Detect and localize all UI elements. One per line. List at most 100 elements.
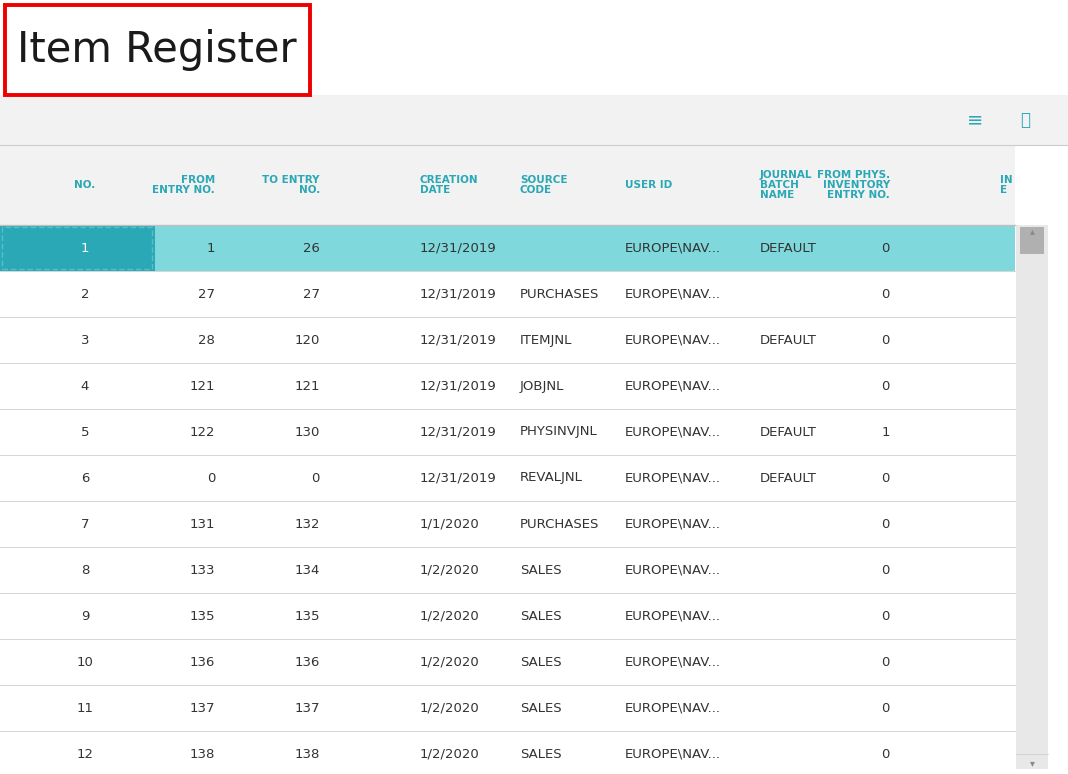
- Text: PURCHASES: PURCHASES: [520, 287, 599, 300]
- Text: 12: 12: [77, 748, 94, 761]
- Text: DEFAULT: DEFAULT: [760, 334, 817, 347]
- Text: 0: 0: [881, 334, 890, 347]
- Text: 26: 26: [303, 241, 320, 255]
- Text: 8: 8: [81, 563, 90, 577]
- Text: SALES: SALES: [520, 609, 562, 622]
- Bar: [0, 145, 1015, 225]
- Text: EUROPE\NAV...: EUROPE\NAV...: [625, 748, 721, 761]
- Text: INVENTORY: INVENTORY: [822, 180, 890, 190]
- Text: 4: 4: [81, 379, 90, 392]
- Text: 0: 0: [881, 518, 890, 530]
- Text: 9: 9: [81, 609, 90, 622]
- Text: 27: 27: [198, 287, 215, 300]
- Text: 2: 2: [81, 287, 90, 300]
- Text: 28: 28: [199, 334, 215, 347]
- Text: 10: 10: [77, 656, 93, 669]
- Text: SALES: SALES: [520, 563, 562, 577]
- Text: 121: 121: [295, 379, 320, 392]
- Text: CODE: CODE: [520, 185, 552, 195]
- Text: EUROPE\NAV...: EUROPE\NAV...: [625, 701, 721, 714]
- Text: DEFAULT: DEFAULT: [760, 426, 817, 439]
- Text: EUROPE\NAV...: EUROPE\NAV...: [625, 563, 721, 577]
- Text: 1/2/2020: 1/2/2020: [420, 656, 480, 669]
- Text: Item Register: Item Register: [17, 29, 297, 71]
- Text: 0: 0: [881, 748, 890, 761]
- Text: 12/31/2019: 12/31/2019: [420, 426, 497, 439]
- Text: 137: 137: [189, 701, 215, 714]
- Text: 1/1/2020: 1/1/2020: [420, 518, 480, 530]
- Text: 12/31/2019: 12/31/2019: [420, 379, 497, 392]
- Text: EUROPE\NAV...: EUROPE\NAV...: [625, 426, 721, 439]
- Text: NO.: NO.: [299, 185, 320, 195]
- Text: EUROPE\NAV...: EUROPE\NAV...: [625, 287, 721, 300]
- Text: IN: IN: [1000, 175, 1012, 185]
- Bar: [2, 228, 152, 269]
- Text: SALES: SALES: [520, 656, 562, 669]
- Text: NO.: NO.: [75, 180, 96, 190]
- Text: 12/31/2019: 12/31/2019: [420, 287, 497, 300]
- Text: 1/2/2020: 1/2/2020: [420, 609, 480, 622]
- Bar: [1016, 225, 1048, 769]
- Text: SALES: SALES: [520, 748, 562, 761]
- Text: 133: 133: [189, 563, 215, 577]
- Text: TO ENTRY: TO ENTRY: [263, 175, 320, 185]
- Bar: [5, 5, 310, 95]
- Text: SALES: SALES: [520, 701, 562, 714]
- Text: EUROPE\NAV...: EUROPE\NAV...: [625, 471, 721, 485]
- Text: PHYSINVJNL: PHYSINVJNL: [520, 426, 598, 439]
- Text: 0: 0: [881, 609, 890, 622]
- Text: 121: 121: [189, 379, 215, 392]
- Text: FROM: FROM: [180, 175, 215, 185]
- Text: DEFAULT: DEFAULT: [760, 471, 817, 485]
- Bar: [0, 225, 1015, 271]
- Text: 0: 0: [881, 471, 890, 485]
- Text: ▴: ▴: [1030, 226, 1035, 236]
- Text: 137: 137: [295, 701, 320, 714]
- Text: 11: 11: [77, 701, 94, 714]
- Text: 12/31/2019: 12/31/2019: [420, 241, 497, 255]
- Text: EUROPE\NAV...: EUROPE\NAV...: [625, 656, 721, 669]
- Bar: [0, 225, 155, 271]
- Text: 138: 138: [190, 748, 215, 761]
- Text: 1/2/2020: 1/2/2020: [420, 748, 480, 761]
- Text: 3: 3: [81, 334, 90, 347]
- Text: 0: 0: [881, 563, 890, 577]
- Text: 135: 135: [189, 609, 215, 622]
- Text: 134: 134: [295, 563, 320, 577]
- Text: BATCH: BATCH: [760, 180, 799, 190]
- Text: 27: 27: [303, 287, 320, 300]
- Text: 12/31/2019: 12/31/2019: [420, 334, 497, 347]
- Text: 1: 1: [206, 241, 215, 255]
- Text: ⤢: ⤢: [1020, 111, 1030, 129]
- Text: ⋮: ⋮: [136, 239, 154, 257]
- Text: USER ID: USER ID: [625, 180, 672, 190]
- Text: 1: 1: [881, 426, 890, 439]
- Text: DEFAULT: DEFAULT: [760, 241, 817, 255]
- Text: 5: 5: [81, 426, 90, 439]
- Text: ▾: ▾: [1030, 758, 1035, 768]
- Text: 136: 136: [190, 656, 215, 669]
- Text: E: E: [1000, 185, 1007, 195]
- Text: EUROPE\NAV...: EUROPE\NAV...: [625, 241, 721, 255]
- Text: 1/2/2020: 1/2/2020: [420, 563, 480, 577]
- Text: 0: 0: [881, 656, 890, 669]
- Text: EUROPE\NAV...: EUROPE\NAV...: [625, 379, 721, 392]
- Text: 135: 135: [295, 609, 320, 622]
- Text: EUROPE\NAV...: EUROPE\NAV...: [625, 334, 721, 347]
- Text: 0: 0: [206, 471, 215, 485]
- Text: 138: 138: [295, 748, 320, 761]
- Text: 1/2/2020: 1/2/2020: [420, 701, 480, 714]
- Text: EUROPE\NAV...: EUROPE\NAV...: [625, 518, 721, 530]
- Text: 136: 136: [295, 656, 320, 669]
- Text: ENTRY NO.: ENTRY NO.: [828, 190, 890, 200]
- Text: 0: 0: [881, 701, 890, 714]
- Text: EUROPE\NAV...: EUROPE\NAV...: [625, 609, 721, 622]
- Text: 7: 7: [81, 518, 90, 530]
- Text: PURCHASES: PURCHASES: [520, 518, 599, 530]
- Text: 132: 132: [295, 518, 320, 530]
- Text: REVALJNL: REVALJNL: [520, 471, 583, 485]
- Text: 12/31/2019: 12/31/2019: [420, 471, 497, 485]
- Text: JOURNAL: JOURNAL: [760, 170, 813, 180]
- Text: ENTRY NO.: ENTRY NO.: [153, 185, 215, 195]
- Bar: [0, 95, 1068, 145]
